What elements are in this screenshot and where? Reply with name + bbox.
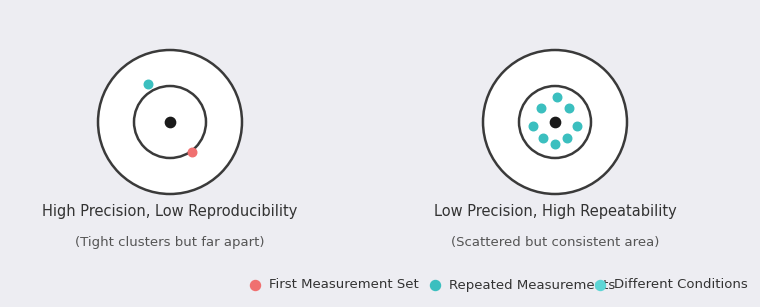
Point [429, 282, 441, 287]
Circle shape [483, 50, 627, 194]
Text: High Precision, Low Reproducibility: High Precision, Low Reproducibility [43, 204, 298, 219]
Text: (Scattered but consistent area): (Scattered but consistent area) [451, 236, 659, 249]
Circle shape [519, 86, 591, 158]
Point [563, 106, 575, 111]
Point [535, 106, 547, 111]
Point [142, 82, 154, 87]
Point [249, 282, 261, 287]
Text: First Measurement Set: First Measurement Set [269, 278, 419, 292]
Point [549, 119, 561, 124]
Text: Repeated Measurements: Repeated Measurements [449, 278, 616, 292]
Text: (Tight clusters but far apart): (Tight clusters but far apart) [75, 236, 264, 249]
Point [527, 123, 539, 128]
Text: Low Precision, High Repeatability: Low Precision, High Repeatability [434, 204, 676, 219]
Point [549, 142, 561, 146]
Point [537, 136, 549, 141]
Circle shape [98, 50, 242, 194]
Point [551, 95, 563, 99]
Circle shape [134, 86, 206, 158]
Point [571, 123, 583, 128]
Text: Different Conditions: Different Conditions [614, 278, 748, 292]
Point [164, 119, 176, 124]
Point [186, 150, 198, 154]
Point [561, 136, 573, 141]
Point [594, 282, 606, 287]
